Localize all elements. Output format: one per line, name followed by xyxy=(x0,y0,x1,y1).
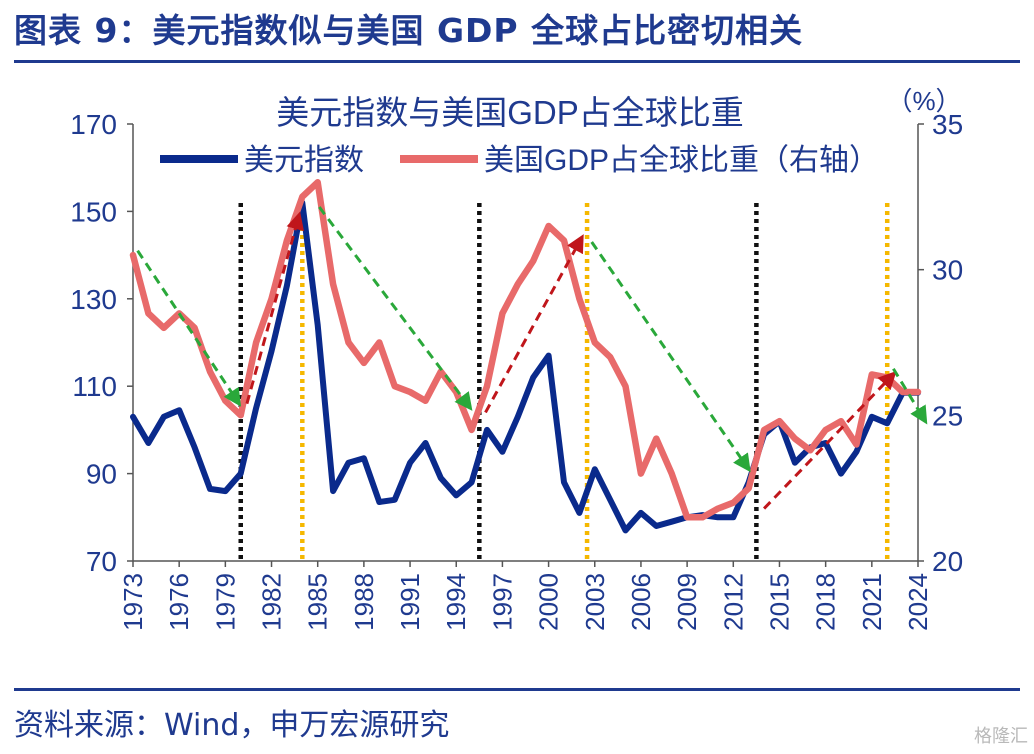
trend-arrow-red xyxy=(245,211,304,405)
x-tick-label: 1979 xyxy=(210,573,240,631)
chart-title: 美元指数与美国GDP占全球比重 xyxy=(276,94,744,131)
right-axis-unit: （%） xyxy=(886,86,961,116)
title-rule xyxy=(14,60,1020,63)
left-tick-label: 130 xyxy=(70,284,117,315)
source-rule xyxy=(14,688,1020,691)
x-tick-label: 2009 xyxy=(672,573,702,631)
right-tick-label: 25 xyxy=(932,400,963,431)
left-tick-label: 110 xyxy=(72,371,117,402)
left-tick-label: 90 xyxy=(86,459,117,490)
x-tick-label: 2015 xyxy=(764,573,794,631)
x-tick-label: 1985 xyxy=(303,573,333,631)
x-tick-label: 1973 xyxy=(118,573,148,631)
x-tick-label: 1976 xyxy=(164,573,194,631)
x-tick-label: 1982 xyxy=(257,573,287,631)
trend-arrow-green xyxy=(318,206,473,411)
left-tick-label: 150 xyxy=(70,196,117,227)
right-tick-label: 30 xyxy=(932,255,963,286)
legend-label-dxy: 美元指数 xyxy=(244,144,364,177)
series-line-dxy xyxy=(130,199,921,534)
x-tick-label: 2012 xyxy=(718,573,748,631)
trend-arrow-red xyxy=(484,234,584,414)
trend-arrow-green xyxy=(892,367,928,425)
source-note: 资料来源：Wind，申万宏源研究 xyxy=(14,708,450,743)
x-tick-label: 1997 xyxy=(487,573,517,631)
x-tick-label: 2018 xyxy=(811,573,841,631)
trend-arrow-green xyxy=(590,241,751,473)
legend-label-gdp: 美国GDP占全球比重（右轴） xyxy=(484,144,879,177)
right-tick-label: 20 xyxy=(932,546,963,577)
x-tick-label: 2021 xyxy=(857,573,887,631)
x-tick-label: 2003 xyxy=(580,573,610,631)
x-tick-label: 1994 xyxy=(441,573,471,631)
trend-arrow-red xyxy=(762,370,897,510)
right-tick-label: 35 xyxy=(932,109,963,140)
left-tick-label: 170 xyxy=(70,109,117,140)
watermark-logo: 格隆汇 xyxy=(974,726,1028,747)
x-tick-label: 2006 xyxy=(626,573,656,631)
x-tick-label: 1991 xyxy=(395,573,425,631)
left-tick-label: 70 xyxy=(86,546,117,577)
figure-title: 图表 9：美元指数似与美国 GDP 全球占比密切相关 xyxy=(14,11,804,50)
x-tick-label: 2000 xyxy=(534,573,564,631)
series-line-gdp xyxy=(129,179,922,521)
x-tick-label: 2024 xyxy=(903,573,933,631)
x-tick-label: 1988 xyxy=(349,573,379,631)
